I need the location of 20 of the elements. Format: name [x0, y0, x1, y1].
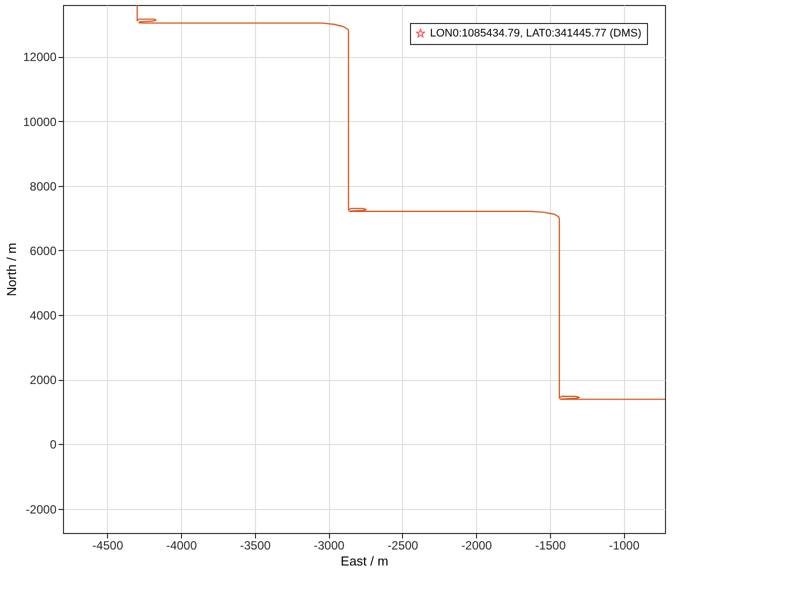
legend-label: LON0:1085434.79, LAT0:341445.77 (DMS) — [430, 28, 642, 40]
x-tick-label: -3000 — [314, 538, 345, 552]
line-series — [136, 5, 665, 400]
x-tick-label: -3500 — [240, 538, 271, 552]
y-tick-label: 12000 — [23, 50, 57, 64]
y-tick-label: 0 — [50, 438, 57, 452]
x-tick-label: -4500 — [92, 538, 124, 552]
y-tick-label: -2000 — [26, 502, 57, 516]
x-tick-label: -2000 — [461, 538, 492, 552]
y-tick-label: 4000 — [30, 308, 57, 323]
x-tick-label: -4000 — [166, 538, 198, 552]
y-tick-label: 10000 — [23, 114, 57, 129]
x-axis-title: East / m — [340, 554, 388, 568]
x-tick-label: -1500 — [535, 538, 566, 552]
y-tick-label: 6000 — [30, 244, 57, 258]
x-tick-label: -2500 — [388, 538, 419, 552]
x-tick-label: -1000 — [608, 538, 640, 552]
y-axis-title: North / m — [4, 242, 20, 296]
y-tick-label: 8000 — [30, 179, 57, 194]
y-tick-label: 2000 — [30, 373, 57, 388]
